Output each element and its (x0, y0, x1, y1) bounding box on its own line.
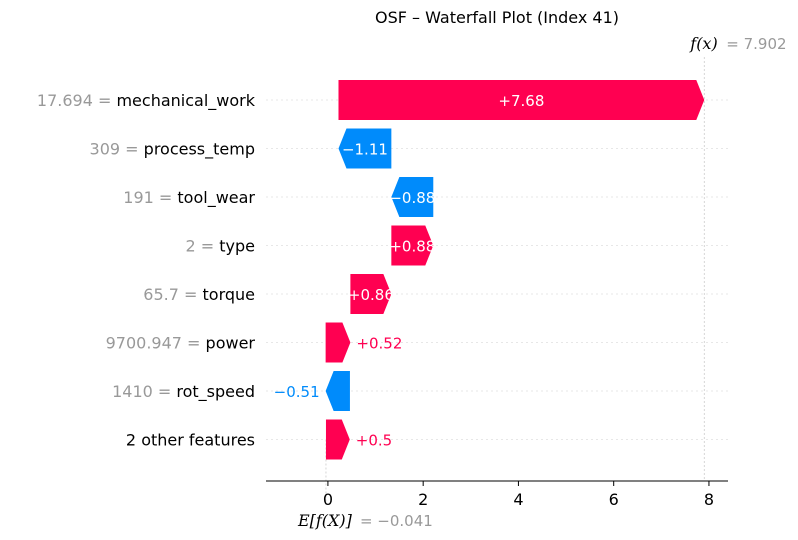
feature-name-text: tool_wear (177, 188, 255, 208)
contribution-label: −0.51 (274, 383, 320, 401)
feature-value-text: 191 (123, 188, 154, 207)
feature-label: 2 = type (185, 237, 255, 256)
feature-name-text: torque (203, 285, 256, 304)
contribution-label: −1.11 (342, 141, 388, 159)
equals-sign: = (179, 285, 203, 304)
feature-name-text: 2 other features (126, 431, 255, 450)
positive-bar (325, 322, 351, 363)
equals-sign: = (120, 140, 144, 159)
x-tick-label: 6 (609, 490, 619, 509)
positive-bar (350, 274, 392, 314)
contribution-label: +0.88 (389, 238, 435, 256)
equals-sign: = (154, 188, 178, 207)
equals-sign: = (196, 237, 220, 256)
positive-bar (325, 419, 350, 460)
negative-bar (325, 371, 350, 411)
feature-name-text: process_temp (144, 140, 255, 160)
contribution-label: +0.86 (348, 286, 394, 304)
equals-sign: = (182, 334, 206, 353)
fx-label: f(x) (689, 34, 717, 53)
equals-sign: = (93, 91, 117, 110)
feature-value-text: 1410 (112, 382, 153, 401)
equals-sign: = (153, 382, 177, 401)
base-value: = −0.041 (360, 512, 433, 530)
positive-bar (338, 80, 705, 120)
feature-label: 9700.947 = power (106, 334, 256, 353)
feature-value-text: 2 (185, 237, 195, 256)
feature-value-text: 9700.947 (106, 334, 182, 353)
feature-name-text: rot_speed (176, 382, 255, 402)
contribution-label: +0.5 (356, 432, 392, 450)
feature-label: 65.7 = torque (143, 285, 255, 304)
feature-label: 17.694 = mechanical_work (37, 91, 256, 111)
contribution-label: −0.88 (389, 189, 435, 207)
x-tick-label: 8 (704, 490, 714, 509)
feature-label: 1410 = rot_speed (112, 382, 255, 402)
feature-label: 309 = process_temp (90, 140, 255, 160)
feature-value-text: 65.7 (143, 285, 179, 304)
x-tick-label: 2 (418, 490, 428, 509)
chart-title: OSF – Waterfall Plot (Index 41) (375, 8, 619, 27)
fx-value: = 7.902 (726, 35, 786, 53)
positive-bar (391, 225, 434, 266)
feature-name-text: type (219, 237, 255, 256)
feature-value-text: 309 (90, 140, 121, 159)
feature-name-text: power (206, 334, 256, 353)
feature-value-text: 17.694 (37, 91, 93, 110)
negative-bar (391, 177, 434, 217)
x-tick-label: 0 (323, 490, 333, 509)
feature-label: 191 = tool_wear (123, 188, 255, 208)
feature-name-text: mechanical_work (116, 91, 255, 111)
feature-label: 2 other features (126, 431, 255, 450)
contribution-label: +7.68 (498, 92, 544, 110)
negative-bar (338, 128, 392, 169)
base-label: E[f(X)] (297, 511, 353, 530)
x-tick-label: 4 (513, 490, 523, 509)
contribution-label: +0.52 (356, 335, 402, 353)
